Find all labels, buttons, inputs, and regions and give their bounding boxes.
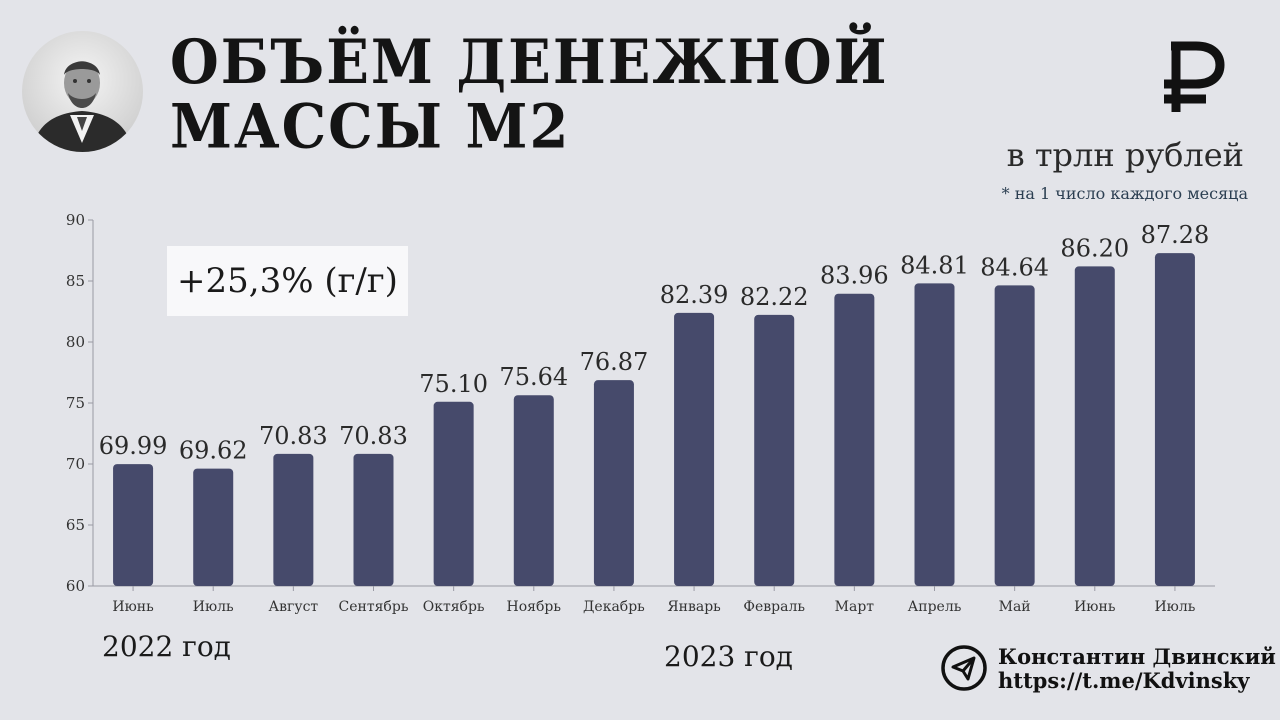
y-tick-label: 80 bbox=[66, 333, 85, 351]
bar bbox=[433, 401, 474, 586]
data-label: 69.62 bbox=[179, 437, 248, 465]
data-label: 82.39 bbox=[660, 281, 729, 309]
x-tick-label: Ноябрь bbox=[507, 599, 562, 615]
bar bbox=[273, 453, 314, 586]
y-tick-label: 70 bbox=[66, 455, 85, 473]
telegram-icon[interactable] bbox=[940, 644, 988, 692]
ruble-icon bbox=[1164, 41, 1225, 112]
x-tick-label: Июнь bbox=[112, 599, 154, 615]
y-tick-label: 90 bbox=[66, 211, 85, 229]
author-block: Константин Двинский https://t.me/Kdvinsk… bbox=[940, 644, 1276, 694]
bar bbox=[674, 312, 715, 586]
bar bbox=[193, 468, 234, 586]
data-label: 84.64 bbox=[980, 253, 1049, 281]
bar bbox=[1154, 253, 1195, 586]
bar bbox=[513, 395, 554, 586]
bar bbox=[994, 285, 1035, 586]
bar bbox=[113, 464, 154, 586]
author-link[interactable]: https://t.me/Kdvinsky bbox=[998, 668, 1250, 693]
year-label-2022: 2022 год bbox=[102, 630, 231, 663]
x-tick-label: Май bbox=[999, 599, 1031, 615]
y-tick-label: 60 bbox=[66, 577, 85, 595]
data-label: 87.28 bbox=[1141, 221, 1210, 249]
bar bbox=[834, 293, 875, 586]
x-tick-label: Октябрь bbox=[423, 599, 485, 615]
title-line-2: МАССЫ М2 bbox=[170, 91, 571, 163]
title-line-1: ОБЪЁМ ДЕНЕЖНОЙ bbox=[170, 26, 889, 99]
bar bbox=[593, 380, 634, 586]
data-label: 86.20 bbox=[1060, 234, 1129, 262]
x-tick-label: Июль bbox=[193, 599, 234, 615]
units-label: в трлн рублей bbox=[1006, 136, 1244, 174]
x-tick-label: Апрель bbox=[908, 599, 962, 615]
page-title: ОБЪЁМ ДЕНЕЖНОЙ МАССЫ М2 bbox=[170, 30, 889, 160]
data-label: 75.10 bbox=[419, 370, 488, 398]
author-portrait bbox=[22, 31, 143, 152]
data-label: 70.83 bbox=[339, 422, 408, 450]
data-label: 83.96 bbox=[820, 262, 889, 290]
x-tick-label: Декабрь bbox=[583, 599, 645, 615]
y-tick-label: 65 bbox=[66, 516, 85, 534]
bar bbox=[754, 314, 795, 586]
data-label: 75.64 bbox=[499, 363, 568, 391]
data-label: 70.83 bbox=[259, 422, 328, 450]
growth-badge: +25,3% (г/г) bbox=[167, 246, 408, 316]
year-label-2023: 2023 год bbox=[664, 640, 793, 673]
x-tick-label: Июль bbox=[1154, 599, 1195, 615]
x-tick-label: Сентябрь bbox=[339, 599, 409, 615]
x-tick-label: Август bbox=[269, 599, 319, 615]
x-tick-label: Март bbox=[835, 599, 875, 615]
growth-badge-text: +25,3% (г/г) bbox=[177, 261, 398, 301]
author-name: Константин Двинский bbox=[998, 644, 1276, 669]
bar bbox=[1074, 266, 1115, 586]
data-label: 82.22 bbox=[740, 283, 809, 311]
footnote: * на 1 число каждого месяца bbox=[1001, 184, 1248, 203]
y-tick-label: 85 bbox=[66, 272, 85, 290]
bar bbox=[353, 453, 394, 586]
x-tick-label: Июнь bbox=[1074, 599, 1116, 615]
x-tick-label: Январь bbox=[667, 599, 721, 615]
y-tick-label: 75 bbox=[66, 394, 85, 412]
data-label: 76.87 bbox=[580, 348, 649, 376]
data-label: 69.99 bbox=[99, 432, 168, 460]
bar bbox=[914, 283, 955, 586]
data-label: 84.81 bbox=[900, 251, 969, 279]
x-tick-label: Февраль bbox=[743, 599, 805, 615]
